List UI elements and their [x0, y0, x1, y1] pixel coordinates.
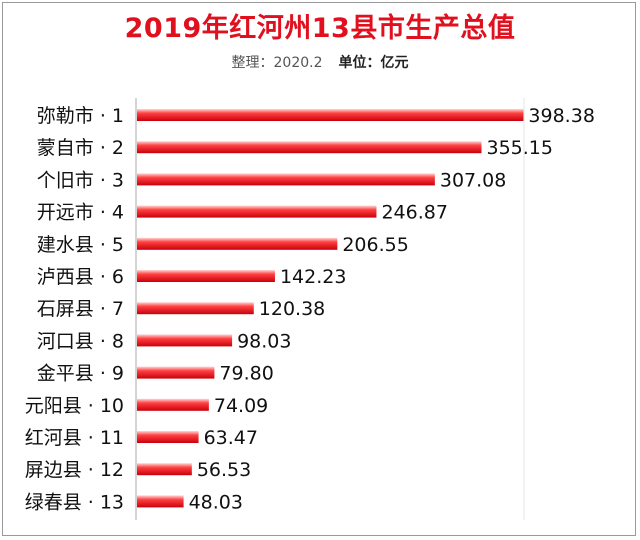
value-label: 246.87	[381, 202, 447, 224]
category-label: 蒙自市 · 2	[37, 137, 124, 159]
category-label: 石屏县 · 7	[37, 298, 124, 320]
category-label: 个旧市 · 3	[37, 169, 124, 191]
category-label: 金平县 · 9	[37, 363, 124, 385]
value-label: 74.09	[214, 395, 268, 417]
bar	[137, 173, 435, 186]
bar	[137, 302, 254, 315]
category-label: 弥勒市 · 1	[37, 105, 124, 127]
value-label: 206.55	[342, 234, 408, 256]
category-label: 河口县 · 8	[37, 330, 124, 352]
value-label: 79.80	[219, 363, 273, 385]
bar	[137, 495, 184, 508]
bar	[137, 431, 199, 443]
bar	[137, 366, 215, 379]
category-label: 屏边县 · 12	[25, 459, 124, 481]
bar	[137, 141, 482, 154]
bar	[137, 270, 275, 282]
value-label: 63.47	[204, 427, 258, 449]
value-label: 142.23	[280, 266, 346, 288]
category-label: 元阳县 · 10	[25, 395, 124, 417]
chart-frame	[2, 2, 636, 536]
value-label: 48.03	[189, 491, 243, 513]
bar	[137, 205, 377, 218]
chart-title: 2019年红河州13县市生产总值	[124, 13, 516, 44]
bar	[137, 237, 338, 250]
value-label: 56.53	[197, 459, 251, 481]
bar	[137, 463, 192, 476]
category-label: 建水县 · 5	[37, 234, 124, 256]
bar	[137, 398, 209, 411]
chart-note: 整理：2020.2	[231, 55, 323, 71]
chart-unit: 单位：亿元	[338, 55, 409, 71]
bar	[137, 334, 233, 347]
category-label: 泸西县 · 6	[37, 266, 124, 288]
bar	[137, 109, 524, 121]
category-label: 红河县 · 11	[25, 427, 124, 449]
category-label: 绿春县 · 13	[25, 491, 124, 513]
value-label: 307.08	[440, 169, 506, 191]
category-label: 开远市 · 4	[37, 202, 124, 224]
value-label: 120.38	[259, 298, 325, 320]
value-label: 398.38	[528, 105, 594, 127]
chart-subtitle: 整理：2020.2 单位：亿元	[0, 52, 640, 72]
value-label: 98.03	[237, 330, 291, 352]
value-label: 355.15	[486, 137, 552, 159]
